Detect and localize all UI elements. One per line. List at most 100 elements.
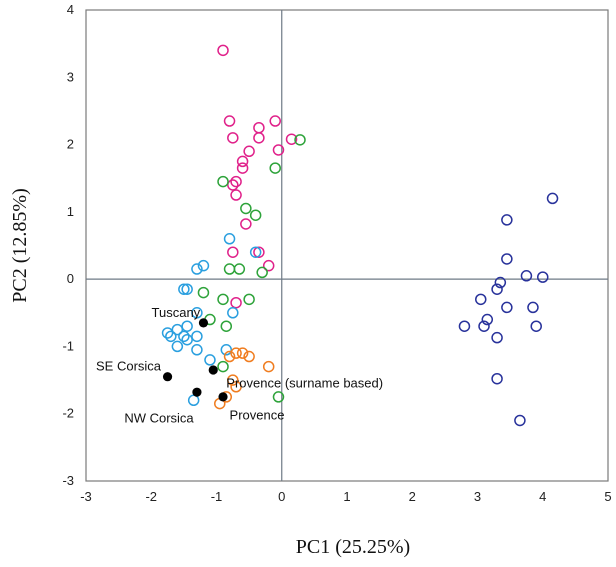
open-data-point bbox=[230, 381, 242, 393]
annotations: Tuscany SE Corsica Provence (surname based… bbox=[96, 305, 383, 426]
open-data-point bbox=[249, 246, 262, 258]
open-data-point bbox=[223, 350, 236, 363]
open-data-point bbox=[491, 372, 503, 385]
filled-data-point bbox=[208, 365, 218, 375]
scatter-series bbox=[161, 233, 262, 407]
open-data-point bbox=[230, 175, 242, 188]
open-data-point bbox=[256, 266, 268, 279]
open-data-point bbox=[236, 155, 249, 168]
open-data-point bbox=[253, 122, 265, 134]
scatter-series bbox=[217, 44, 298, 309]
open-data-point bbox=[227, 374, 239, 386]
open-data-point bbox=[227, 179, 239, 191]
x-tick-label: 4 bbox=[539, 489, 546, 504]
open-data-point bbox=[181, 320, 193, 332]
x-tick-label: -2 bbox=[145, 489, 157, 504]
scatter-series bbox=[162, 318, 228, 402]
y-tick-label: 3 bbox=[67, 69, 74, 84]
open-data-point bbox=[220, 320, 233, 332]
scatter-series bbox=[197, 134, 306, 403]
data-points bbox=[161, 44, 559, 427]
open-data-point bbox=[230, 347, 242, 359]
open-data-point bbox=[243, 145, 255, 158]
y-tick-label: -2 bbox=[62, 406, 74, 421]
open-data-point bbox=[269, 115, 281, 127]
open-data-point bbox=[165, 330, 177, 343]
plot-frame bbox=[85, 9, 609, 482]
open-data-point bbox=[514, 414, 526, 427]
open-data-point bbox=[294, 134, 306, 146]
open-data-point bbox=[537, 271, 549, 283]
filled-data-point bbox=[162, 372, 173, 382]
open-data-point bbox=[161, 327, 174, 339]
open-data-point bbox=[501, 253, 513, 265]
open-data-point bbox=[262, 360, 275, 373]
open-data-point bbox=[230, 189, 242, 201]
x-tick-label: 3 bbox=[474, 489, 481, 504]
y-tick-label: 4 bbox=[67, 2, 74, 17]
open-data-point bbox=[530, 320, 542, 332]
point-annotation: Provence bbox=[230, 408, 285, 423]
open-data-point bbox=[227, 132, 239, 144]
open-data-point bbox=[491, 283, 503, 295]
x-tick-label: -1 bbox=[211, 489, 223, 504]
open-data-point bbox=[181, 333, 193, 346]
open-data-point bbox=[240, 218, 252, 230]
open-data-point bbox=[197, 259, 210, 272]
open-data-point bbox=[217, 175, 229, 188]
x-tick-label: 2 bbox=[409, 489, 416, 504]
x-tick-label: -3 bbox=[80, 489, 92, 504]
open-data-point bbox=[253, 132, 265, 144]
open-data-point bbox=[178, 330, 190, 343]
filled-data-point bbox=[218, 392, 228, 402]
open-data-point bbox=[501, 301, 513, 314]
x-axis-title: PC1 (25.25%) bbox=[296, 536, 410, 558]
open-data-point bbox=[220, 344, 233, 356]
y-tick-label: -3 bbox=[62, 473, 74, 488]
y-tick-label: 0 bbox=[67, 271, 74, 286]
point-annotation: SE Corsica bbox=[96, 359, 162, 374]
open-data-point bbox=[178, 283, 190, 295]
x-tick-label: 5 bbox=[604, 489, 611, 504]
scatter-series bbox=[458, 192, 559, 427]
point-annotation: Provence (surname based) bbox=[226, 375, 383, 390]
open-data-point bbox=[240, 202, 252, 215]
open-data-point bbox=[527, 301, 539, 314]
open-data-point bbox=[491, 331, 503, 344]
open-data-point bbox=[191, 263, 203, 275]
open-data-point bbox=[546, 192, 559, 205]
y-tick-label: 2 bbox=[67, 137, 74, 152]
filled-data-point bbox=[192, 387, 202, 397]
open-data-point bbox=[204, 354, 216, 366]
open-data-point bbox=[217, 360, 229, 373]
open-data-point bbox=[494, 276, 507, 289]
x-tick-label: 0 bbox=[278, 489, 285, 504]
open-data-point bbox=[501, 214, 513, 226]
open-data-point bbox=[181, 283, 193, 295]
y-axis-title: PC2 (12.85%) bbox=[9, 188, 31, 302]
open-data-point bbox=[272, 144, 285, 156]
open-data-point bbox=[223, 233, 236, 245]
y-tick-label: 1 bbox=[67, 204, 74, 219]
y-tick-label: -1 bbox=[62, 338, 74, 353]
open-data-point bbox=[253, 246, 265, 258]
open-data-point bbox=[171, 323, 184, 336]
open-data-point bbox=[223, 115, 236, 127]
open-data-point bbox=[262, 259, 275, 272]
point-annotation: NW Corsica bbox=[124, 410, 194, 425]
open-data-point bbox=[191, 307, 203, 319]
open-data-point bbox=[272, 391, 285, 403]
filled-data-point bbox=[198, 318, 209, 328]
open-data-point bbox=[269, 162, 281, 174]
y-axis-ticks: -3 -2 -1 0 1 2 3 4 bbox=[62, 2, 74, 488]
open-data-point bbox=[285, 133, 298, 145]
open-data-point bbox=[458, 320, 471, 332]
open-data-point bbox=[191, 330, 203, 343]
open-data-point bbox=[191, 344, 203, 356]
open-data-point bbox=[236, 162, 249, 174]
x-tick-label: 1 bbox=[343, 489, 350, 504]
open-data-point bbox=[236, 347, 249, 359]
open-data-point bbox=[217, 293, 229, 306]
open-data-point bbox=[475, 293, 487, 306]
